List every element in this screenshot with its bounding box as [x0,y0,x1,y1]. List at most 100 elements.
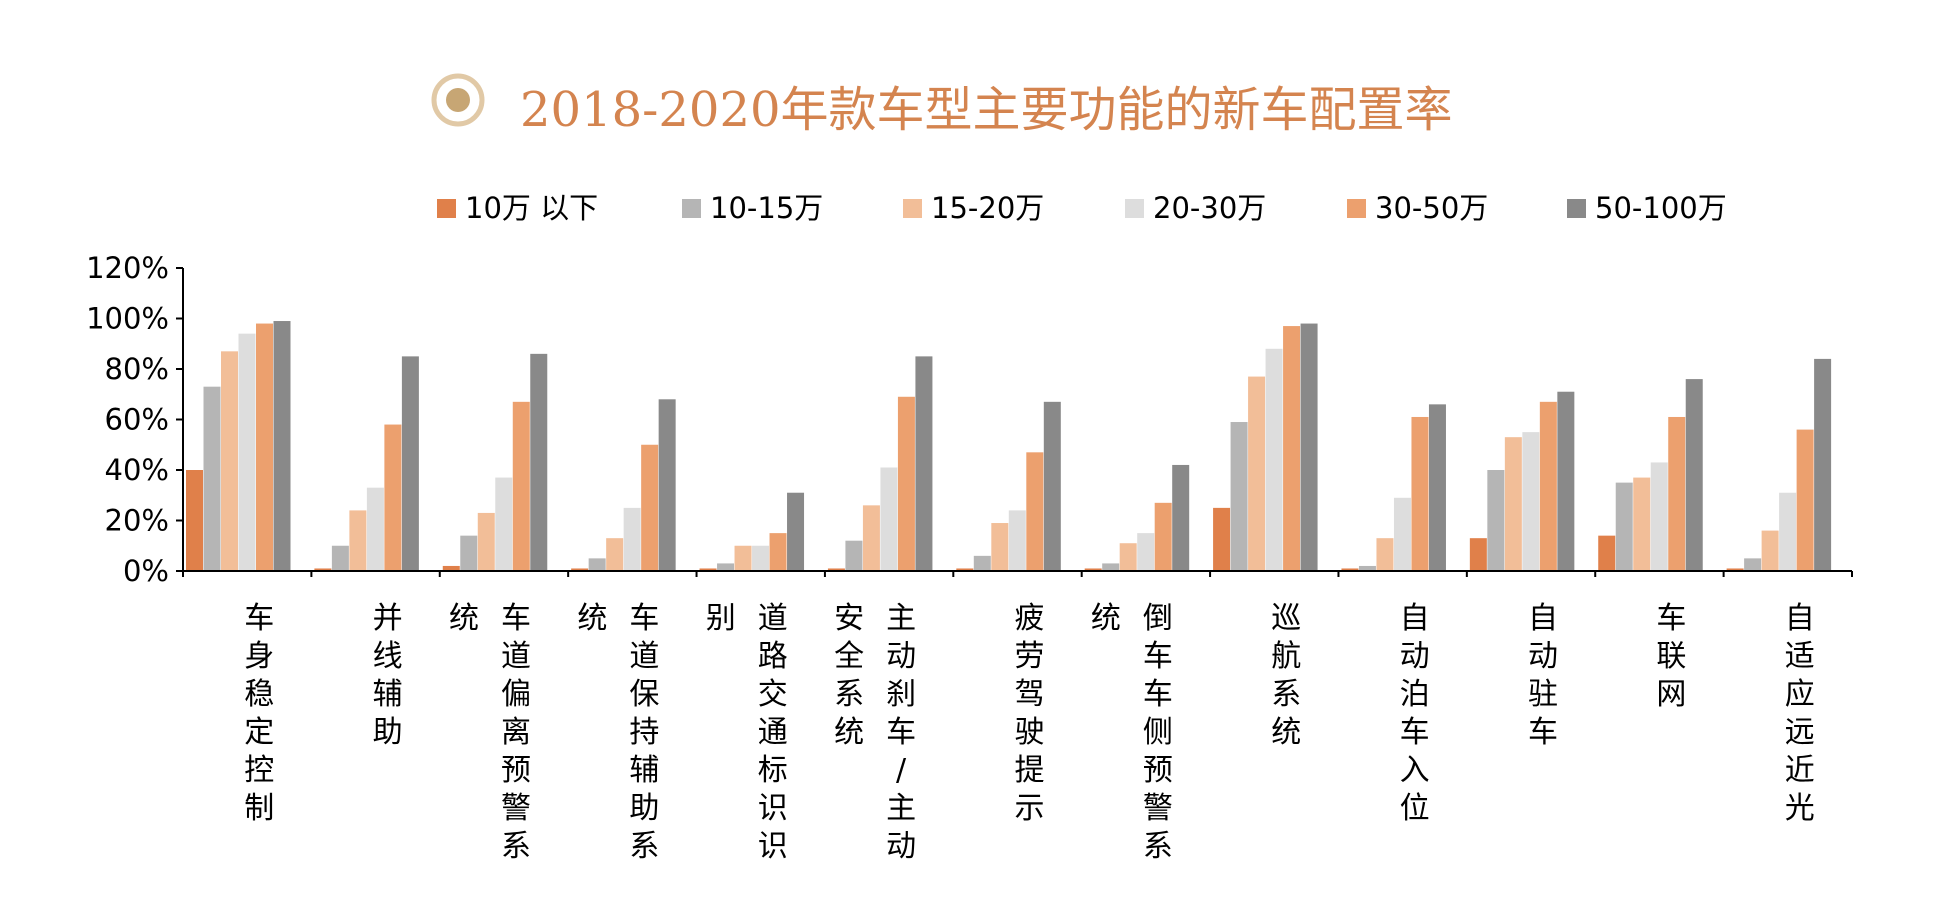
bar [827,568,845,571]
bar [1230,422,1248,571]
bar [1744,558,1762,571]
y-tick-label: 80% [105,352,169,386]
legend: 10万 以下 10-15万 15-20万 20-30万 30-50万 50-100万 [437,191,1727,225]
bar [1084,568,1102,571]
y-tick-label: 120% [86,251,169,285]
x-tick-label: 车道保持辅助系统 [577,601,659,864]
x-tick-label: 车联网 [1656,601,1686,712]
bar [238,333,256,571]
bar [512,401,530,571]
bar [366,487,384,571]
y-tick-label: 0% [123,554,169,588]
bar [349,510,367,571]
bar [460,535,478,571]
bar [401,356,419,571]
bar [623,507,641,571]
bar [880,467,898,571]
bar [442,565,460,571]
legend-label: 20-30万 [1153,191,1266,225]
bar [1522,432,1540,571]
bar [699,568,717,571]
bar [897,396,915,571]
title-icon-inner [446,88,470,112]
bar [1358,565,1376,571]
bar [1376,538,1394,571]
x-tick-label: 自动泊车入位 [1400,601,1430,826]
bar [1043,401,1061,571]
bar [1539,401,1557,571]
bar [769,533,787,571]
bar [256,323,273,571]
bar [1557,391,1575,571]
y-tick-label: 100% [86,302,169,336]
bar [717,563,735,571]
bar [1172,464,1190,571]
bar [991,523,1009,571]
bar [1726,568,1744,571]
bar [845,540,863,571]
bar [1668,416,1686,571]
legend-swatch [903,199,922,218]
y-tick-label: 20% [105,504,169,538]
bar [1685,379,1703,571]
bar [862,505,880,571]
bar [787,492,805,571]
x-tick-label: 巡航系统 [1271,601,1301,750]
bar [1119,543,1137,571]
bar [1761,530,1779,571]
bar [1598,535,1616,571]
bar [1487,470,1505,571]
legend-label: 50-100万 [1595,191,1727,225]
chart-title: 2018-2020年款车型主要功能的新车配置率 [520,82,1453,138]
bar [314,568,332,571]
bar [221,351,238,571]
bar [1102,563,1120,571]
title-group: 2018-2020年款车型主要功能的新车配置率 [431,73,1453,138]
y-axis: 0% 20% 40% 60% 80% 100% 120% [86,251,184,588]
bar [331,545,349,571]
bar [1213,507,1231,571]
bar [1300,323,1318,571]
bar [1504,437,1522,571]
bar [956,568,974,571]
bar [752,545,770,571]
bar [186,470,203,571]
y-tick-label: 60% [105,403,169,437]
x-tick-label: 倒车车侧预警系统 [1091,601,1173,864]
bar [1137,533,1155,571]
x-tick-label: 车道偏离预警系统 [449,601,531,864]
bar [1341,568,1359,571]
legend-swatch [1125,199,1144,218]
x-tick-label: 并线辅助 [373,601,403,750]
bar [973,555,991,571]
bar [915,356,933,571]
bar [734,545,752,571]
x-tick-label: 道路交通标识识别 [706,601,788,864]
legend-label: 30-50万 [1375,191,1488,225]
x-axis: 车身稳定控制 并线辅助 车道偏离预警系统 车道保持辅助系统 道路交通标识识别 主动刹车/主… [182,570,1853,864]
bar [1779,492,1797,571]
bar [1411,416,1429,571]
x-tick-label: 疲劳驾驶提示 [1015,601,1045,826]
x-tick-label: 车身稳定控制 [244,601,274,826]
bar [273,321,291,571]
bar [495,477,513,571]
x-tick-label: 自适应远近光 [1785,601,1815,826]
bar [1814,358,1832,571]
bar [1008,510,1026,571]
bars [186,321,1832,571]
legend-label: 10万 以下 [465,191,598,225]
legend-label: 10-15万 [710,191,823,225]
bar [1265,348,1283,571]
bar [1796,429,1814,571]
legend-swatch [1567,199,1586,218]
bar [1650,462,1668,571]
bar [1615,482,1633,571]
bar [530,353,548,571]
bar [1026,452,1044,571]
bar [588,558,606,571]
bar [571,568,589,571]
bar [658,399,676,571]
bar [641,444,659,571]
